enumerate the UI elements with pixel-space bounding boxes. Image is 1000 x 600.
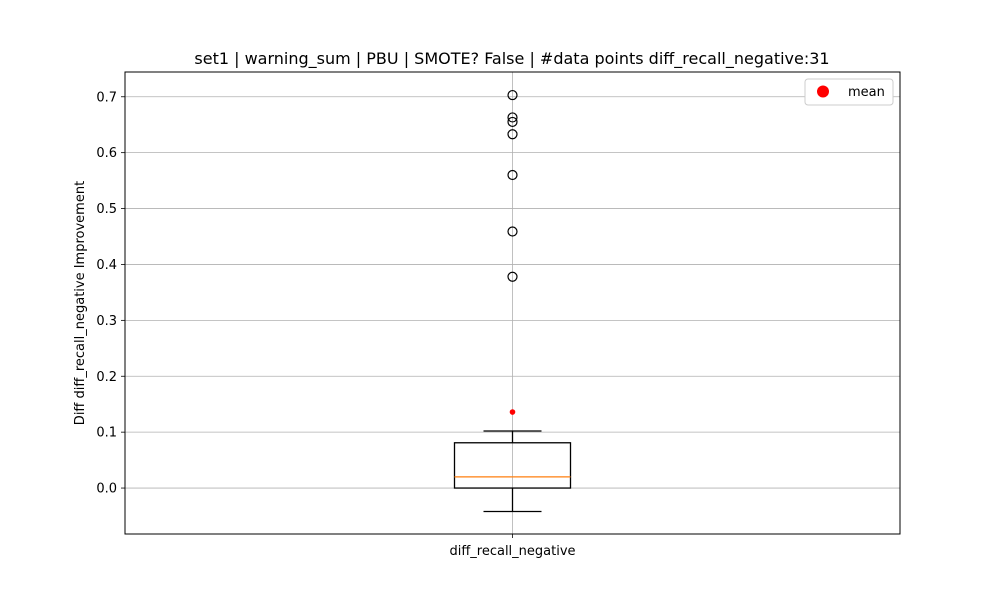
y-tick-label: 0.7 [96,90,117,105]
outlier-point [507,116,518,128]
plot-data [453,89,572,513]
legend: mean [804,78,894,106]
outlier-point [507,129,518,140]
outlier-point [507,226,518,237]
legend-frame [804,78,894,106]
axes: 0.0 0.1 0.2 0.3 0.4 0.5 0.6 0.7 diff_recall_nega… [96,90,575,559]
y-tick-label: 0.0 [96,482,117,497]
y-tick-label: 0.1 [96,426,117,441]
y-tick-label: 0.3 [96,314,117,329]
outlier-point [507,169,518,181]
x-tick-label: diff_recall_negative [449,544,575,559]
iqr-box [453,442,572,489]
outlier-point [507,112,518,123]
mean-marker [509,409,516,415]
y-tick-label: 0.4 [96,258,117,273]
chart-title: set1 | warning_sum | PBU | SMOTE? False … [194,49,829,69]
legend-mean-marker [817,85,829,98]
grid-lines [125,72,900,534]
outlier-point [507,271,518,282]
legend-mean-label: mean [848,85,885,100]
y-tick-label: 0.6 [96,146,117,161]
y-axis-label: Diff diff_recall_negative Improvement [73,181,88,425]
y-tick-label: 0.5 [96,202,117,217]
outlier-point [507,89,518,101]
y-tick-label: 0.2 [96,370,117,385]
